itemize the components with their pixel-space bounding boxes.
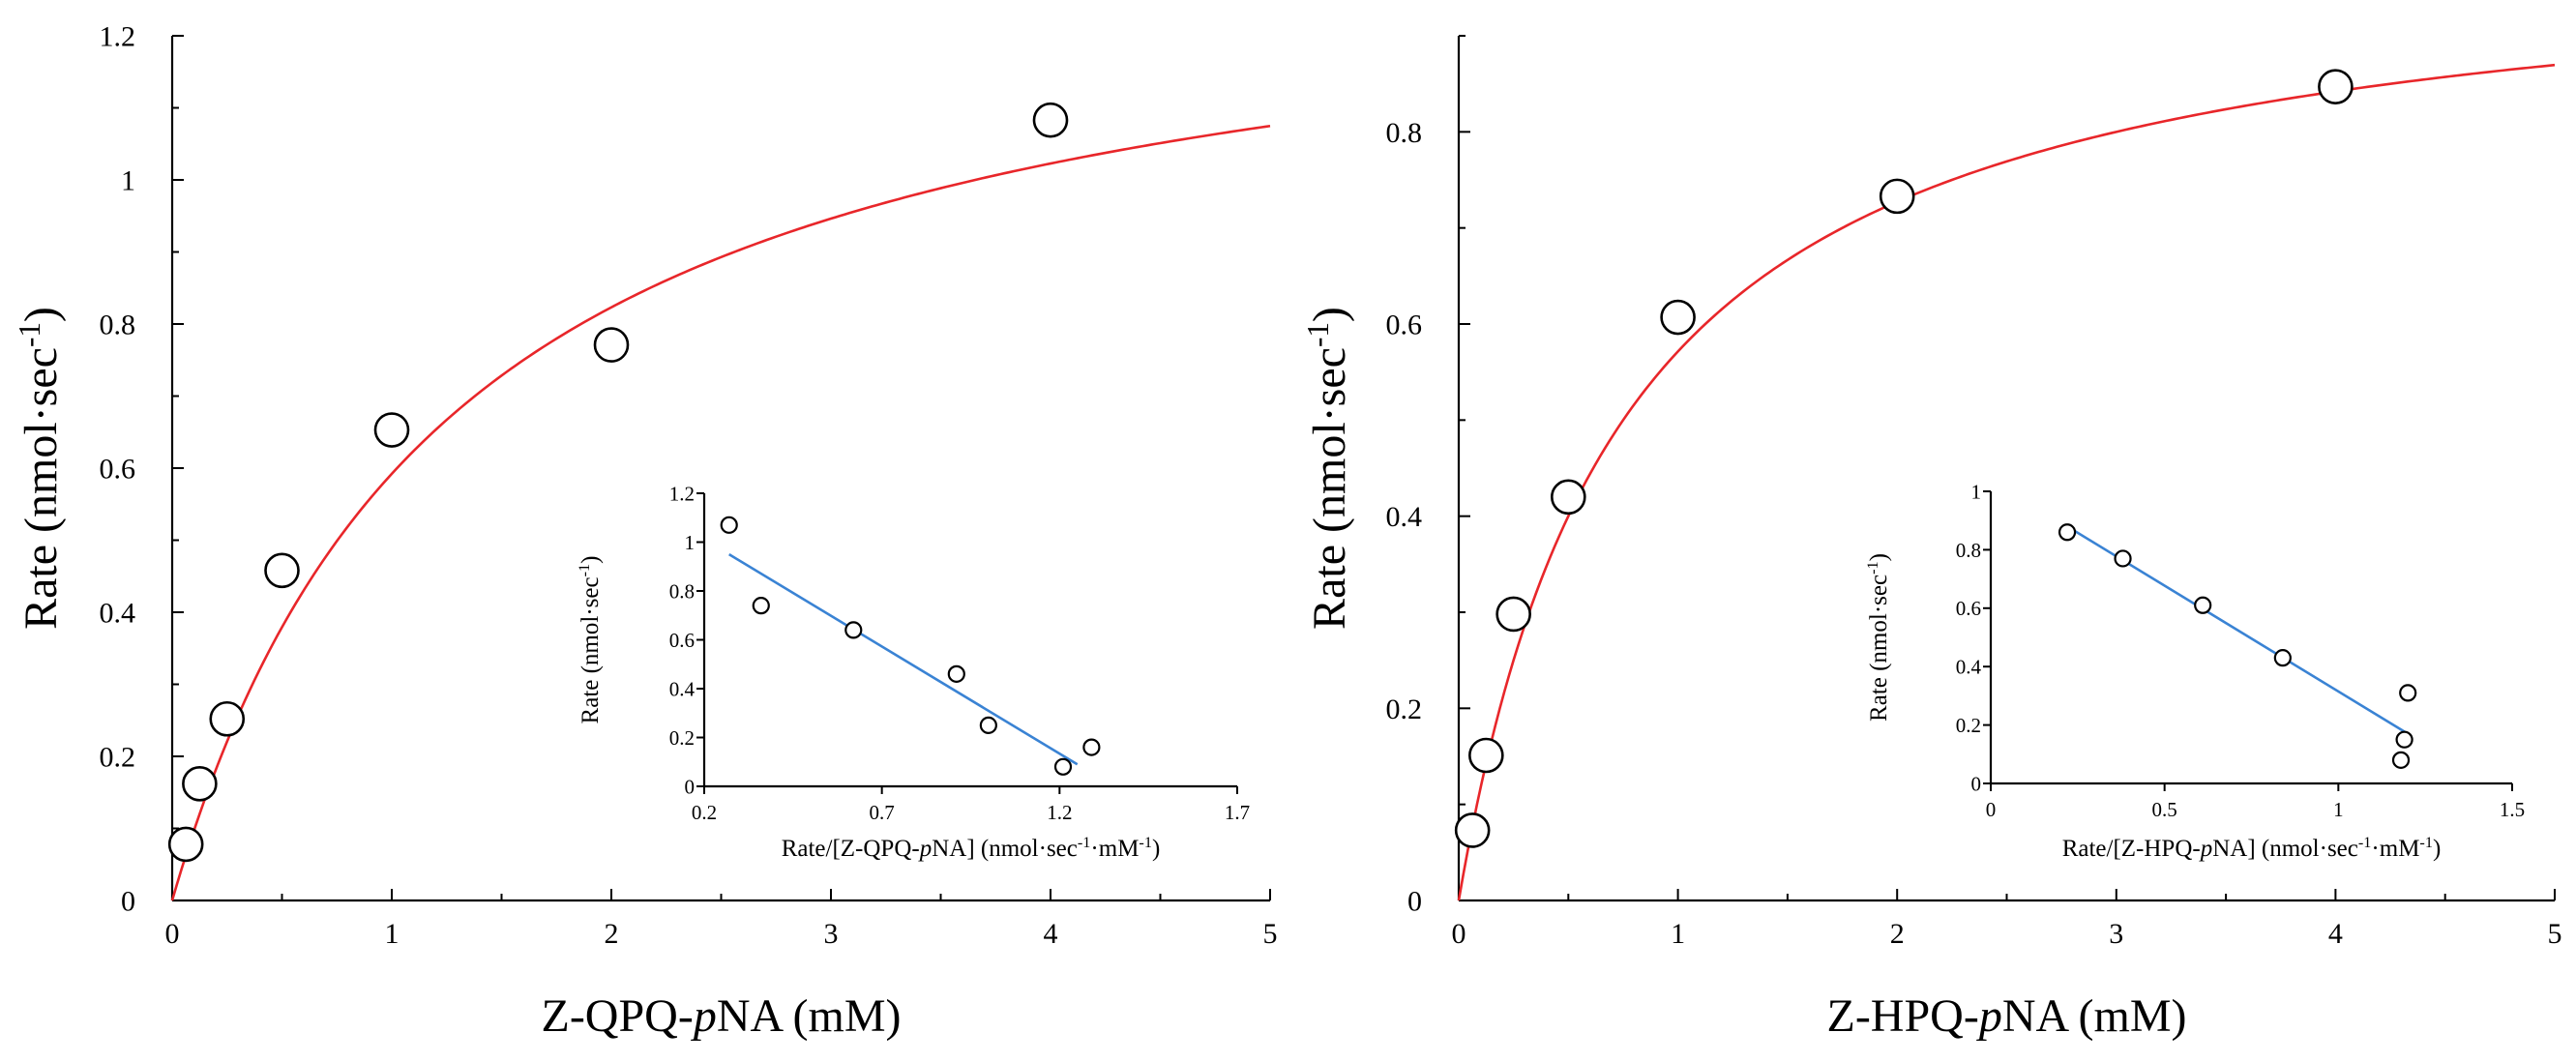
y-tick-label: 0.2 xyxy=(100,742,136,774)
x-tick-label: 1.2 xyxy=(1047,801,1072,824)
x-axis-label: Z-QPQ-pNA (mM) xyxy=(542,990,902,1042)
data-point xyxy=(844,621,863,639)
x-tick-label: 1 xyxy=(385,918,400,950)
y-axis-label: Rate (nmol·sec-1) xyxy=(1864,553,1892,722)
data-point xyxy=(182,766,218,802)
x-tick-label: 1.5 xyxy=(2500,798,2525,821)
x-tick-label: 0.2 xyxy=(692,801,717,824)
x-tick-label: 3 xyxy=(2109,918,2123,950)
data-point xyxy=(2318,69,2354,104)
x-tick-label: 2 xyxy=(605,918,619,950)
y-axis-label: Rate (nmol·sec-1) xyxy=(1301,307,1356,630)
data-point xyxy=(593,327,630,363)
y-tick-label: 0.8 xyxy=(1386,117,1423,149)
y-tick-label: 1.2 xyxy=(669,482,695,505)
data-point xyxy=(1032,102,1069,138)
right-inset-plot: 0 0.2 0.4 0.6 0.8 1 0 0.5 1 1.5 Rate/[Z-HPQ-pNA] (… xyxy=(1864,480,2525,862)
data-point xyxy=(2058,523,2077,542)
y-tick-label: 0.8 xyxy=(669,579,695,603)
data-point xyxy=(1660,299,1696,336)
x-tick-label: 5 xyxy=(2548,918,2562,950)
y-tick-label: 0 xyxy=(685,775,696,798)
left-inset-plot: 0 0.2 0.4 0.6 0.8 1 1.2 0.2 0.7 1.2 1.7 Rate/[Z-QPQ… xyxy=(576,482,1250,862)
y-tick-label: 0.6 xyxy=(669,629,695,652)
data-point xyxy=(1879,178,1915,215)
y-tick-label: 0.2 xyxy=(1386,693,1423,725)
y-tick-label: 0 xyxy=(1971,772,1982,795)
left-main-plot: 0 0.2 0.4 0.6 0.8 1 1.2 0 1 2 3 4 5 Z-QPQ-pNA (mM) Rat… xyxy=(13,21,1278,1043)
y-tick-label: 0.6 xyxy=(100,454,136,486)
y-tick-label: 0.4 xyxy=(1956,656,1982,679)
x-tick-label: 3 xyxy=(824,918,839,950)
data-point xyxy=(167,826,204,863)
data-point xyxy=(1082,738,1101,756)
fit-curve xyxy=(1457,63,2556,901)
data-point xyxy=(2391,751,2411,769)
x-tick-label: 0 xyxy=(165,918,180,950)
data-point xyxy=(752,597,770,615)
y-tick-label: 0.4 xyxy=(669,677,696,700)
y-tick-label: 0.4 xyxy=(1386,501,1423,533)
x-tick-label: 5 xyxy=(1263,918,1278,950)
data-point xyxy=(1495,596,1531,633)
x-tick-label: 1 xyxy=(2333,798,2344,821)
data-point xyxy=(979,716,997,734)
y-tick-label: 0.4 xyxy=(100,598,136,630)
data-point xyxy=(264,552,300,589)
x-tick-label: 4 xyxy=(2328,918,2343,950)
y-tick-label: 0.2 xyxy=(669,726,695,750)
data-point xyxy=(1468,737,1504,774)
data-point xyxy=(2194,596,2212,614)
x-tick-label: 1 xyxy=(1671,918,1685,950)
data-point xyxy=(1053,757,1073,776)
y-tick-label: 0.8 xyxy=(1956,539,1981,562)
data-point xyxy=(2114,549,2132,568)
x-tick-label: 1.7 xyxy=(1225,801,1250,824)
x-tick-label: 0 xyxy=(1452,918,1466,950)
y-axis-label: Rate (nmol·sec-1) xyxy=(576,556,604,724)
y-tick-label: 0.8 xyxy=(100,310,136,341)
x-axis-label: Rate/[Z-HPQ-pNA] (nmol·sec-1·mM-1) xyxy=(2062,834,2442,862)
fit-curve xyxy=(170,124,1271,901)
y-tick-label: 0.6 xyxy=(1956,597,1981,620)
y-tick-label: 0 xyxy=(121,886,135,918)
data-point xyxy=(373,412,410,448)
data-point xyxy=(720,516,738,534)
y-axis-label: Rate (nmol·sec-1) xyxy=(13,307,68,630)
fit-line xyxy=(728,553,1079,766)
data-point xyxy=(1551,479,1586,516)
x-axis-label: Z-HPQ-pNA (mM) xyxy=(1827,990,2187,1042)
y-tick-label: 0 xyxy=(1407,886,1422,918)
x-tick-label: 0.7 xyxy=(870,801,895,824)
y-tick-label: 0.6 xyxy=(1386,310,1423,341)
x-tick-label: 2 xyxy=(1890,918,1905,950)
y-tick-label: 1 xyxy=(685,531,696,554)
y-tick-label: 1 xyxy=(1971,480,1982,503)
data-point xyxy=(1454,812,1491,848)
y-tick-label: 1 xyxy=(121,165,135,197)
data-point xyxy=(2399,684,2417,702)
y-tick-label: 0.2 xyxy=(1956,714,1981,737)
right-main-plot: 0 0.2 0.4 0.6 0.8 0 1 2 3 4 5 Z-HPQ-pNA (mM) Rate (n… xyxy=(1301,35,2562,1042)
x-axis-label: Rate/[Z-QPQ-pNA] (nmol·sec-1·mM-1) xyxy=(782,834,1161,862)
x-tick-label: 0.5 xyxy=(2152,798,2177,821)
data-point xyxy=(209,700,246,737)
data-point xyxy=(2395,730,2413,749)
data-point xyxy=(947,664,965,683)
x-tick-label: 0 xyxy=(1986,798,1997,821)
data-point xyxy=(2273,649,2292,667)
x-tick-label: 4 xyxy=(1044,918,1058,950)
y-tick-label: 1.2 xyxy=(100,21,136,53)
